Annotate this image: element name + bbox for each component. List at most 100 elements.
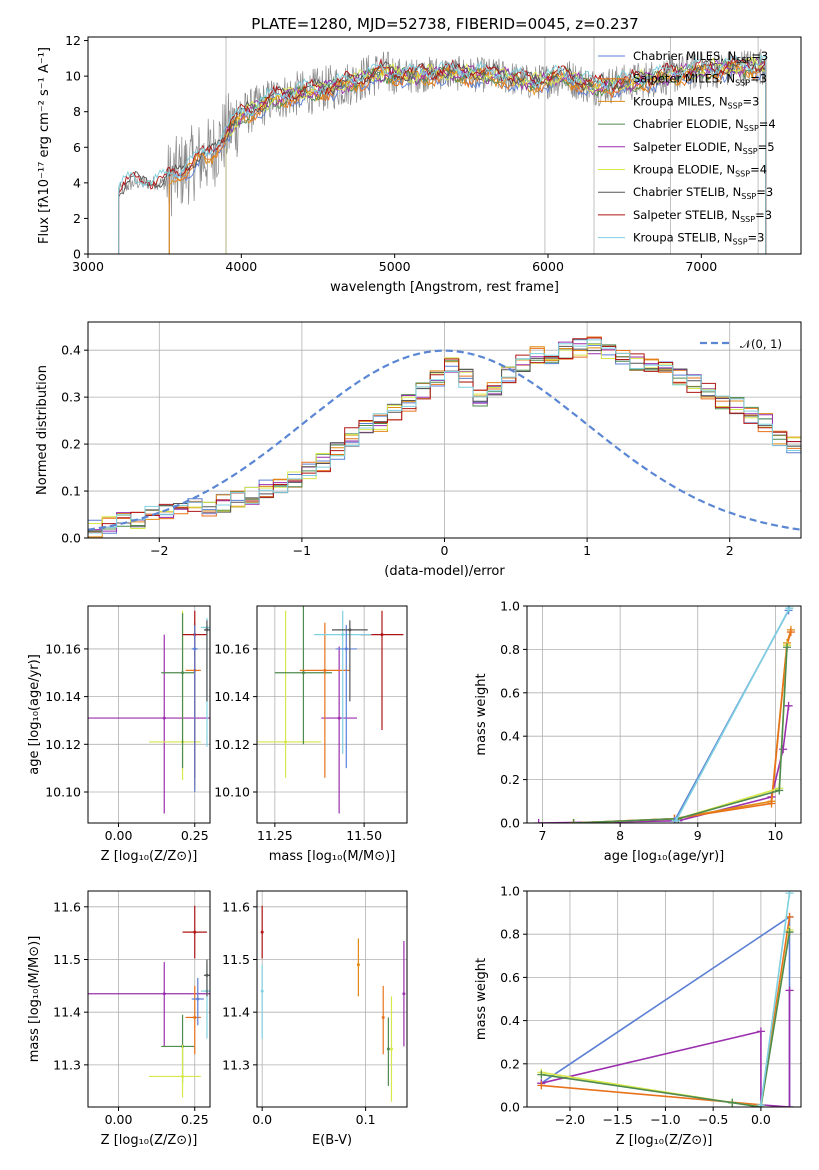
x-axis-label: Z [log₁₀(Z/Z⊙)]	[101, 1133, 198, 1148]
plot-area	[118, 37, 767, 254]
y-tick-label: 11.4	[53, 1005, 81, 1020]
y-tick-label: 4	[73, 175, 81, 190]
x-tick-label: 0.00	[105, 828, 133, 843]
y-tick-label: 11.6	[222, 899, 250, 914]
x-axis-label: wavelength [Angstrom, rest frame]	[330, 280, 559, 295]
legend-label: Salpeter STELIB, NSSP=3	[633, 208, 772, 224]
axes-frame	[526, 890, 802, 1108]
x-tick-label: −2	[150, 543, 168, 558]
y-tick-label: 0.0	[500, 816, 520, 831]
data-point	[381, 1015, 385, 1019]
plot-area	[260, 905, 406, 1102]
y-tick-label: 0.3	[61, 390, 81, 405]
data-point	[193, 1015, 197, 1019]
plot-area	[537, 891, 794, 1107]
data-point	[260, 930, 264, 934]
legend-label-end: =5	[758, 140, 775, 154]
data-point	[205, 973, 209, 977]
legend-label: Salpeter ELODIE, NSSP=5	[633, 140, 775, 156]
y-axis-label: mass weight	[474, 958, 489, 1040]
y-tick-label: 10.10	[214, 785, 250, 800]
mass-weight-line	[573, 647, 788, 823]
legend-label-sub: SSP	[735, 170, 750, 179]
data-point	[196, 997, 200, 1001]
model-spectrum-line	[225, 57, 767, 254]
x-tick-label: 7000	[685, 259, 717, 274]
model-spectrum-line	[118, 53, 767, 254]
marker-plus	[785, 891, 794, 898]
data-point	[344, 647, 348, 651]
axes-frame	[87, 36, 802, 255]
legend-label-sub: SSP	[744, 124, 759, 133]
x-tick-label: −1.5	[603, 1112, 633, 1127]
marker-plus	[783, 643, 792, 652]
legend-label-sub: SSP	[743, 147, 758, 156]
x-tick-label: 0.25	[181, 1112, 209, 1127]
legend-label-end: =3	[743, 94, 760, 108]
panel-6	[253, 890, 408, 1111]
data-point	[389, 1047, 393, 1051]
legend-label-main: Chabrier ELODIE, N	[633, 117, 744, 131]
legend-label: Chabrier STELIB, NSSP=3	[633, 185, 773, 201]
legend-label-sub: SSP	[728, 101, 743, 110]
legend-label: Kroupa MILES, NSSP=3	[633, 94, 759, 110]
legend-label-end: =4	[759, 117, 776, 131]
x-tick-label: 11.25	[257, 828, 293, 843]
x-tick-label: 1	[583, 543, 591, 558]
legend-label-sub: SSP	[735, 79, 750, 88]
y-tick-label: 0.8	[500, 927, 520, 942]
figure-title: PLATE=1280, MJD=52738, FIBERID=0045, z=0…	[251, 15, 638, 33]
x-tick-label: −1	[293, 543, 311, 558]
histogram-step	[88, 345, 801, 538]
y-tick-label: 10.14	[214, 689, 250, 704]
x-tick-label: −1.0	[650, 1112, 680, 1127]
legend-label-end: =4	[750, 163, 767, 177]
axes-frame	[87, 605, 211, 824]
data-point	[386, 1047, 390, 1051]
legend-label-main: Chabrier STELIB, N	[633, 185, 741, 199]
data-point	[193, 647, 197, 651]
data-point	[162, 716, 166, 720]
mass-weight-line	[760, 893, 791, 1105]
data-point	[181, 1074, 185, 1078]
data-point	[348, 628, 352, 632]
y-tick-label: 8	[73, 104, 81, 119]
data-point	[337, 716, 341, 720]
y-tick-label: 0.0	[61, 531, 81, 546]
x-tick-label: 10	[767, 828, 783, 843]
marker-plus	[785, 928, 794, 937]
y-tick-label: 10.14	[45, 689, 81, 704]
y-tick-label: 1.0	[500, 599, 520, 614]
y-tick-label: 10.12	[45, 737, 81, 752]
y-tick-label: 0.2	[500, 1056, 520, 1071]
x-tick-label: 11.50	[346, 828, 382, 843]
marker-plus	[672, 816, 681, 823]
data-point	[341, 633, 345, 637]
legend-label-main: Salpeter STELIB, N	[633, 208, 740, 222]
y-tick-label: 10.16	[45, 641, 81, 656]
x-tick-label: 0.1	[356, 1112, 376, 1127]
data-point	[356, 963, 360, 967]
marker-plus	[775, 786, 784, 795]
data-point	[193, 930, 197, 934]
legend-label: Chabrier ELODIE, NSSP=4	[633, 117, 776, 133]
x-tick-label: 7	[539, 828, 547, 843]
marker-plus	[534, 819, 543, 823]
legend-label-main: Salpeter MILES, N	[633, 72, 735, 86]
x-tick-label: 8	[616, 828, 624, 843]
legend-label-main: Salpeter ELODIE, N	[633, 140, 743, 154]
legend-label-main: Kroupa STELIB, N	[633, 231, 733, 245]
x-tick-label: 2	[726, 543, 734, 558]
y-tick-label: 10.12	[214, 737, 250, 752]
x-axis-label: Z [log₁₀(Z/Z⊙)]	[101, 849, 198, 864]
y-tick-label: 10	[65, 69, 81, 84]
x-axis-label: Z [log₁₀(Z/Z⊙)]	[616, 1133, 713, 1148]
data-point	[402, 992, 406, 996]
data-point	[205, 628, 209, 632]
legend-label-end: =3	[756, 185, 773, 199]
x-tick-label: 0.0	[252, 1112, 272, 1127]
y-tick-label: 6	[73, 140, 81, 155]
y-axis-label: mass [log₁₀(M/M⊙)]	[27, 936, 42, 1063]
mass-weight-line	[675, 607, 791, 822]
